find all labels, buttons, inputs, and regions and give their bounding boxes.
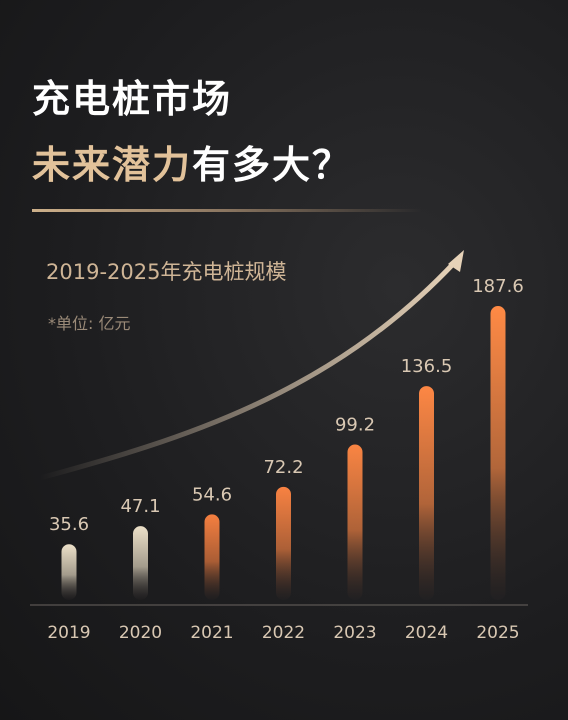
headline-line1: 充电桩市场 (32, 77, 233, 121)
x-tick-2023: 2023 (333, 623, 376, 643)
bar-2019 (61, 544, 77, 600)
chart-title: 2019-2025年充电桩规模 (46, 260, 287, 284)
trend-arrow-line (37, 259, 458, 481)
value-label-2020: 47.1 (120, 496, 160, 517)
chart-unit: *单位: 亿元 (48, 314, 131, 333)
x-tick-2022: 2022 (262, 623, 305, 643)
x-tick-2025: 2025 (476, 623, 519, 643)
bar-2021 (204, 514, 220, 600)
x-tick-2020: 2020 (119, 623, 162, 643)
value-label-2022: 72.2 (263, 457, 303, 478)
bar-2022 (276, 486, 291, 600)
bar-2020 (133, 526, 148, 600)
value-label-2025: 187.6 (472, 276, 524, 297)
trend-arrow-head (448, 250, 464, 272)
headline-rest: 有多大？ (192, 143, 353, 187)
bar-2025 (490, 306, 506, 600)
x-tick-2019: 2019 (47, 623, 90, 643)
x-tick-2021: 2021 (190, 623, 233, 643)
headline-accent: 未来潜力 (32, 143, 193, 187)
value-label-2019: 35.6 (49, 514, 89, 535)
value-label-2024: 136.5 (401, 356, 453, 377)
bar-2024 (419, 386, 434, 600)
x-tick-2024: 2024 (405, 623, 448, 643)
bar-2023 (347, 444, 363, 600)
value-label-2021: 54.6 (192, 484, 232, 505)
value-label-2023: 99.2 (335, 415, 375, 436)
headline-line2: 未来潜力有多大？ (32, 134, 352, 189)
title-divider (32, 209, 422, 212)
